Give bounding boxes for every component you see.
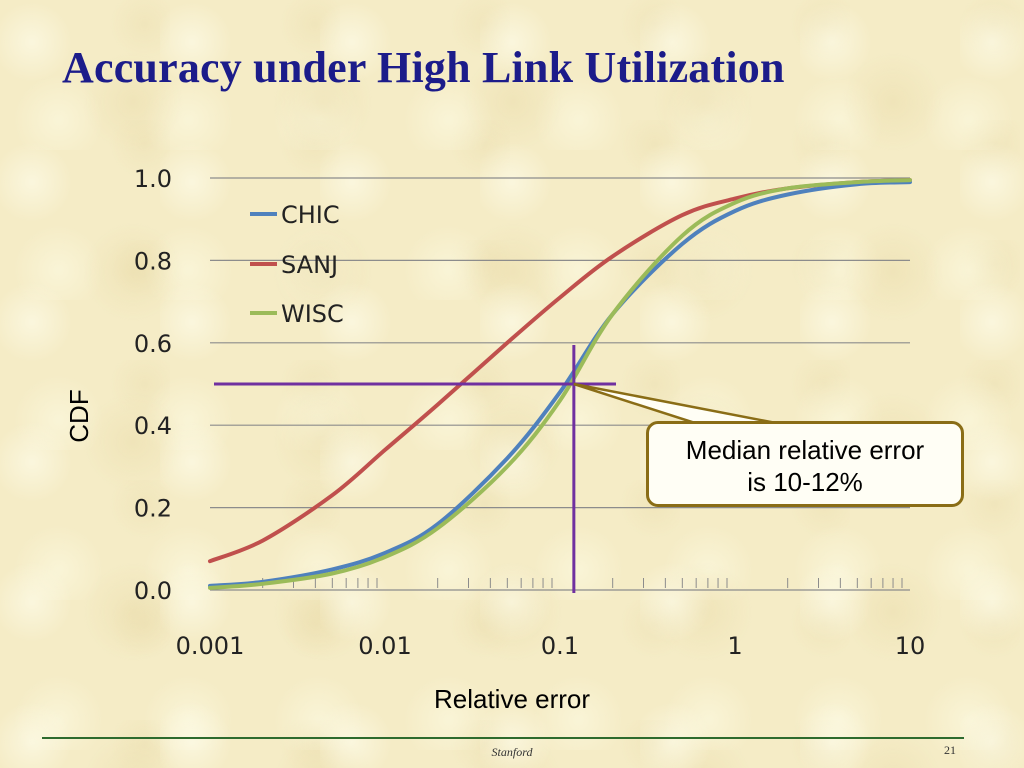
series-line-wisc — [208, 178, 912, 590]
x-tick-label: 0.001 — [176, 632, 245, 660]
footer-label: Stanford — [491, 745, 533, 759]
legend: CHIC SANJ WISC — [250, 201, 344, 328]
y-tick-label: 0.8 — [134, 247, 172, 275]
callout-pointer — [573, 382, 777, 425]
slide-title: Accuracy under High Link Utilization — [62, 43, 785, 92]
y-axis-label: CDF — [64, 389, 94, 442]
x-tick-label: 0.01 — [358, 632, 411, 660]
footer-divider — [42, 737, 964, 739]
y-tick-label: 1.0 — [134, 165, 172, 193]
y-tick-labels: 0.0 0.2 0.4 0.6 0.8 1.0 — [134, 165, 172, 605]
median-callout-box: Median relative error is 10-12% — [646, 421, 964, 507]
legend-label-wisc: WISC — [281, 300, 344, 328]
y-tick-label: 0.6 — [134, 330, 172, 358]
x-minor-ticks — [262, 578, 903, 588]
x-tick-label: 0.1 — [541, 632, 579, 660]
x-axis-label: Relative error — [434, 684, 590, 714]
y-tick-label: 0.2 — [134, 495, 172, 523]
page-number: 21 — [944, 743, 956, 757]
legend-label-chic: CHIC — [281, 201, 340, 229]
callout-line-2: is 10-12% — [747, 467, 863, 497]
x-tick-label: 1 — [727, 632, 742, 660]
series-lines — [208, 178, 912, 590]
series-line-chic — [208, 180, 912, 588]
grid-lines — [210, 177, 910, 591]
legend-label-sanj: SANJ — [281, 251, 338, 279]
y-tick-label: 0.0 — [134, 577, 172, 605]
x-tick-labels: 0.001 0.01 0.1 1 10 — [176, 632, 926, 660]
x-tick-label: 10 — [895, 632, 926, 660]
y-tick-label: 0.4 — [134, 412, 172, 440]
callout-line-1: Median relative error — [685, 435, 925, 465]
